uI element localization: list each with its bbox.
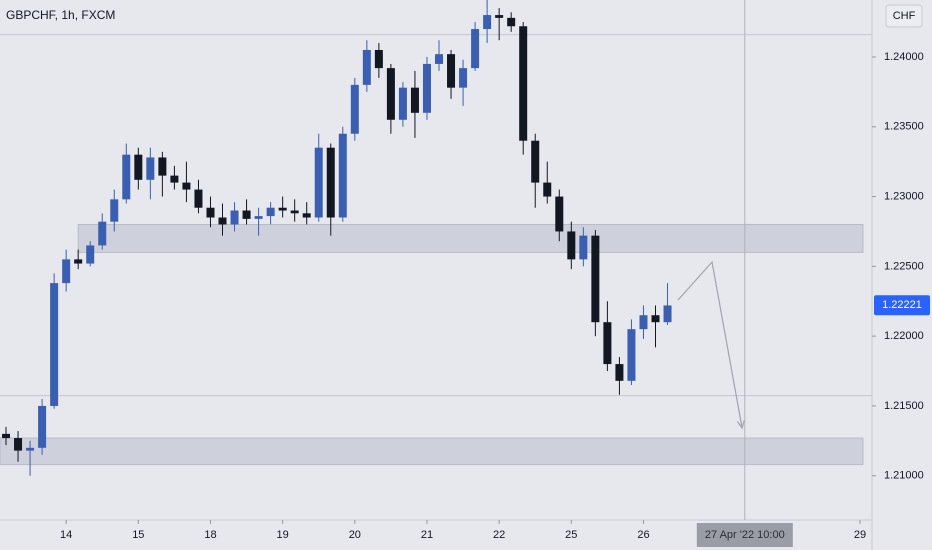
x-tick-label: 25 xyxy=(565,529,577,541)
candle-body xyxy=(555,196,564,232)
candle-body xyxy=(591,235,600,323)
currency-box xyxy=(885,4,923,28)
candle-body xyxy=(531,140,540,183)
candle-body xyxy=(110,199,119,222)
candle-body xyxy=(182,182,191,190)
y-tick-label: 1.21000 xyxy=(884,470,924,482)
candle-body xyxy=(338,133,347,218)
candle-body xyxy=(507,17,516,27)
candle-body xyxy=(651,315,660,323)
candle-body xyxy=(254,216,263,219)
candle-body xyxy=(26,447,35,451)
candle-body xyxy=(50,283,59,406)
candle-body xyxy=(86,245,95,264)
x-tick-label: 18 xyxy=(204,529,216,541)
arrow xyxy=(677,260,743,429)
candle-body xyxy=(170,175,179,183)
zone xyxy=(0,437,864,466)
x-tick-label: 15 xyxy=(132,529,144,541)
y-tick-label: 1.21500 xyxy=(884,400,924,412)
x-tick-label: 21 xyxy=(421,529,433,541)
candle-body xyxy=(2,433,11,439)
candle-body xyxy=(435,54,444,64)
candle-body xyxy=(302,213,311,218)
candle-body xyxy=(350,84,359,134)
candle-body xyxy=(398,87,407,120)
x-tick-label: 20 xyxy=(349,529,361,541)
candle-body xyxy=(639,315,648,330)
zone xyxy=(77,223,864,253)
candle-body xyxy=(14,438,23,451)
y-tick-label: 1.24000 xyxy=(884,51,924,63)
last-price-label: 1.22221 xyxy=(882,299,922,311)
candle-body xyxy=(362,49,371,85)
y-tick-label: 1.22000 xyxy=(884,330,924,342)
chart-title: GBPCHF, 1h, FXCM xyxy=(6,8,115,22)
y-tick-label: 1.23000 xyxy=(884,190,924,202)
candle-body xyxy=(290,210,299,214)
candle-body xyxy=(471,29,480,69)
crosshair-label: 27 Apr '22 10:00 xyxy=(705,529,785,541)
candle-body xyxy=(422,63,431,113)
crosshair-label-box xyxy=(696,523,793,547)
candle-body xyxy=(242,210,251,219)
candle-body xyxy=(579,235,588,260)
candle-body xyxy=(495,15,504,18)
candle-body xyxy=(567,231,576,260)
candle-body xyxy=(74,259,83,264)
candle-body xyxy=(627,329,636,381)
candle-body xyxy=(158,157,167,176)
y-tick-label: 1.22500 xyxy=(884,260,924,272)
arrow-head xyxy=(736,420,745,430)
x-tick-label: 14 xyxy=(60,529,72,541)
candle-body xyxy=(230,210,239,225)
candle-body xyxy=(459,68,468,88)
candle-body xyxy=(326,147,335,218)
candle-body xyxy=(519,26,528,141)
candle-body xyxy=(615,364,624,381)
candle-body xyxy=(314,147,323,218)
candle-body xyxy=(194,189,203,208)
candle-body xyxy=(663,305,672,323)
x-tick-label: 19 xyxy=(277,529,289,541)
x-tick-label: 22 xyxy=(493,529,505,541)
candle-body xyxy=(374,49,383,69)
candle-body xyxy=(134,154,143,180)
candle-body xyxy=(603,322,612,365)
candle-body xyxy=(146,157,155,180)
candle-body xyxy=(266,207,275,217)
y-tick-label: 1.23500 xyxy=(884,121,924,133)
last-price-box xyxy=(874,295,930,316)
candle-body xyxy=(218,217,227,225)
candle-body xyxy=(543,182,552,197)
x-tick-label: 26 xyxy=(637,529,649,541)
candle-body xyxy=(62,259,71,284)
candle-body xyxy=(410,87,419,113)
candle-body xyxy=(122,154,131,200)
candle-body xyxy=(386,68,395,120)
candle-body xyxy=(483,15,492,30)
candle-body xyxy=(98,221,107,246)
candle-body xyxy=(278,207,287,211)
currency: CHF xyxy=(893,10,916,22)
x-tick-label: 29 xyxy=(854,529,866,541)
candle-body xyxy=(206,207,215,218)
candle-body xyxy=(447,54,456,88)
candle-body xyxy=(38,405,47,448)
